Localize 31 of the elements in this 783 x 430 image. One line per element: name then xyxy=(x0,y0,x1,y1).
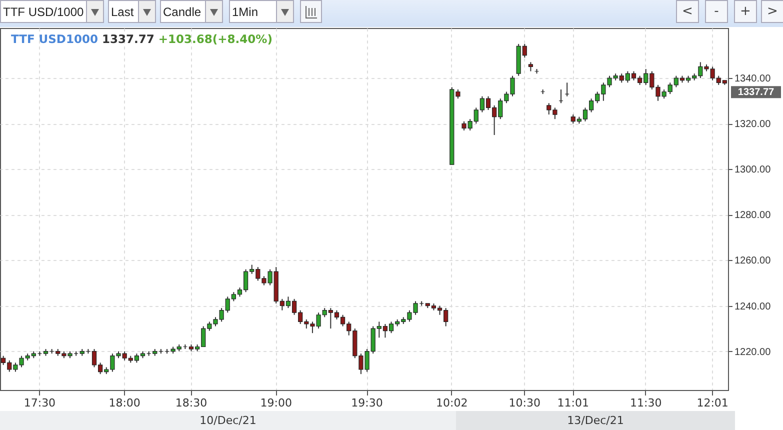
nav-button: < xyxy=(676,0,699,23)
y-tick-label: 1220.00 xyxy=(734,346,772,358)
x-tick-label: 18:00 xyxy=(108,396,140,410)
y-tick-label: 1240.00 xyxy=(734,301,772,312)
candlestick xyxy=(528,62,533,72)
y-tick-label: 1280.00 xyxy=(734,210,772,222)
x-tick-label: 17:30 xyxy=(24,396,56,410)
dropdown-field: Last xyxy=(108,0,156,23)
x-tick-label: 19:00 xyxy=(260,396,292,410)
nav-button: - xyxy=(705,0,728,23)
text: 10/Dec/21 xyxy=(0,411,456,430)
dropdown-field: TTF USD/1000 xyxy=(0,0,104,23)
x-tick-label: 11:30 xyxy=(630,396,662,410)
nav-button: > xyxy=(761,0,783,23)
chart-title: TTF USD1000 xyxy=(11,32,98,46)
y-tick-label: 1340.00 xyxy=(734,74,772,85)
y-tick-label: 1300.00 xyxy=(734,164,772,176)
x-tick-label: 10:30 xyxy=(508,396,540,410)
x-tick-label: 11:01 xyxy=(557,396,589,410)
dropdown-field: Candle xyxy=(160,0,223,23)
x-tick-label: 18:30 xyxy=(175,396,208,410)
chart-subtitle: 1337.77 +103.68(+8.40%) xyxy=(101,32,272,46)
nav-button: + xyxy=(734,0,757,23)
x-tick-label: 12:01 xyxy=(696,396,728,410)
text: 1337.77 xyxy=(738,87,775,98)
x-tick-label: 19:30 xyxy=(351,396,383,410)
y-tick-label: 1260.00 xyxy=(734,256,772,267)
x-tick-label: 10:02 xyxy=(436,396,468,410)
dropdown-field: 1Min xyxy=(229,0,294,23)
y-tick-label: 1320.00 xyxy=(734,119,772,130)
text: 13/Dec/21 xyxy=(456,411,735,430)
